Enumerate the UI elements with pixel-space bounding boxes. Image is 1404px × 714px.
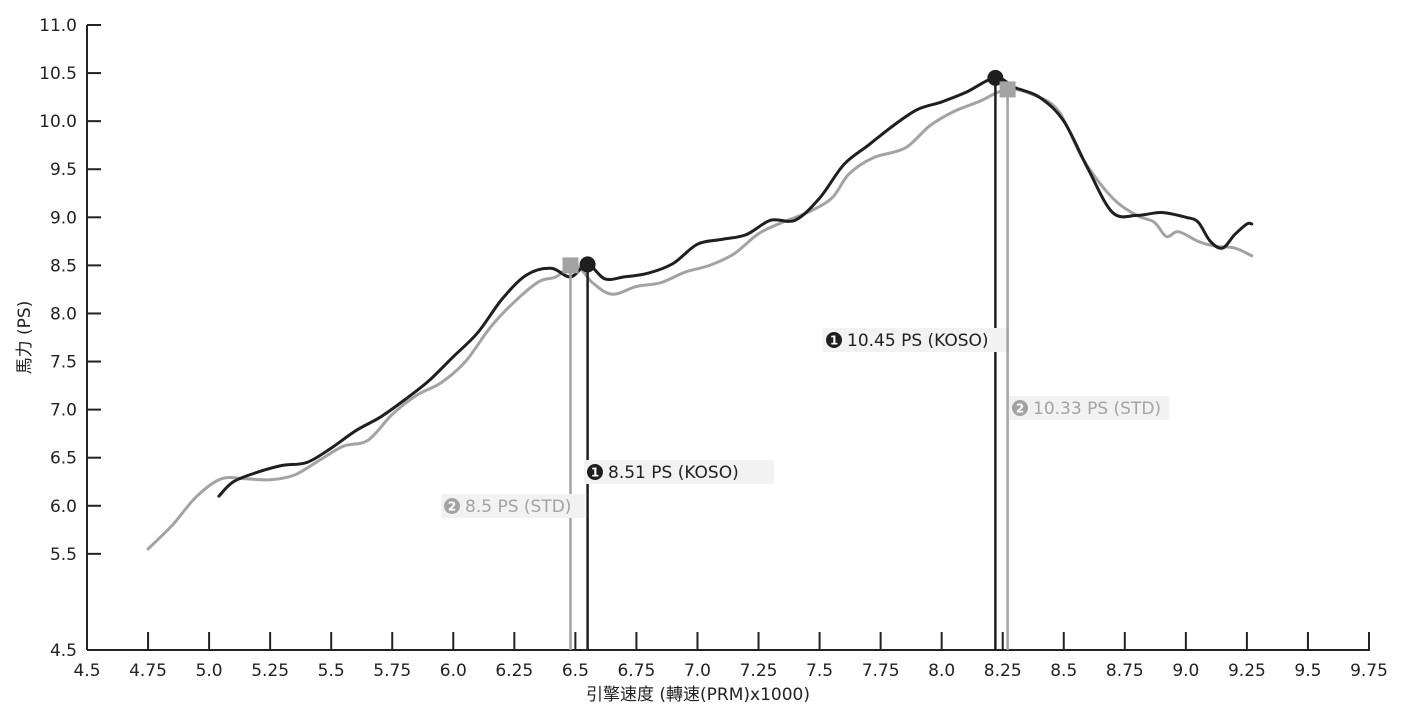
- x-tick-label: 9.0: [1172, 661, 1199, 681]
- y-tick-label: 7.5: [50, 353, 77, 373]
- annotation-badge: [826, 332, 842, 348]
- x-tick-label: 6.5: [562, 661, 589, 681]
- annotation-label: 10.45 PS (KOSO): [847, 331, 989, 351]
- y-tick-label: 6.5: [50, 449, 77, 469]
- x-tick-label: 5.25: [251, 661, 289, 681]
- x-tick-label: 8.25: [984, 661, 1022, 681]
- annotation-label: 8.51 PS (KOSO): [608, 463, 739, 483]
- x-tick-label: 7.75: [862, 661, 900, 681]
- x-tick-label: 8.0: [928, 661, 955, 681]
- x-tick-label: 4.5: [73, 661, 100, 681]
- annotation-label-bg: [584, 460, 774, 484]
- y-tick-label: 8.5: [50, 256, 77, 276]
- y-axis-title: 馬力 (PS): [15, 301, 35, 375]
- y-tick-label: 5.5: [50, 545, 77, 565]
- peak-annotations: 1 8.51 PS (KOSO) 2 8.5 PS (STD) 1 10.45 PS (K…: [441, 69, 1169, 650]
- annotation-badge-number: 2: [448, 500, 456, 514]
- x-tick-label: 9.25: [1228, 661, 1266, 681]
- annotation-badge-number: 2: [1016, 402, 1024, 416]
- x-tick-label: 8.5: [1050, 661, 1077, 681]
- x-tick-label: 7.25: [740, 661, 778, 681]
- x-axis-title: 引擎速度 (轉速(PRM)x1000): [586, 685, 810, 705]
- annotation-label-bg: [823, 328, 1009, 352]
- x-tick-label: 9.5: [1294, 661, 1321, 681]
- peak-marker-square: [562, 257, 579, 274]
- annotation-label-bg: [441, 494, 585, 518]
- y-tick-label: 6.0: [50, 497, 77, 517]
- series-line-gray: [146, 87, 1254, 551]
- y-tick-label: 7.0: [50, 401, 77, 421]
- peak-marker-circle: [579, 256, 596, 273]
- annotation-label: 8.5 PS (STD): [465, 497, 571, 517]
- annotation-badge: [587, 464, 603, 480]
- annotation-badge-number: 1: [830, 334, 838, 348]
- x-tick-label: 7.5: [806, 661, 833, 681]
- annotation-label: 10.33 PS (STD): [1033, 399, 1161, 419]
- x-tick-label: 9.75: [1350, 661, 1388, 681]
- x-tick-label: 6.25: [495, 661, 533, 681]
- annotation-badge-number: 1: [591, 466, 599, 480]
- peak-marker-square: [999, 81, 1016, 98]
- y-tick-label: 9.0: [50, 208, 77, 228]
- series-lines: [146, 76, 1254, 551]
- series-line-dark: [217, 76, 1254, 498]
- x-axis: 4.5 4.75 5.0 5.25 5.5 5.75 6.0 6.25 6.5 6.75 7.0 7.…: [73, 632, 1388, 681]
- y-tick-label: 11.0: [39, 16, 77, 36]
- x-tick-label: 5.0: [196, 661, 223, 681]
- x-tick-label: 4.75: [129, 661, 167, 681]
- x-tick-label: 6.75: [617, 661, 655, 681]
- annotation-badge: [444, 498, 460, 514]
- x-tick-label: 5.5: [318, 661, 345, 681]
- x-tick-label: 5.75: [373, 661, 411, 681]
- annotation-badge: [1012, 400, 1028, 416]
- x-tick-label: 7.0: [684, 661, 711, 681]
- y-tick-label: 10.5: [39, 64, 77, 84]
- y-tick-label: 4.5: [50, 641, 77, 661]
- x-tick-label: 6.0: [440, 661, 467, 681]
- y-tick-label: 10.0: [39, 112, 77, 132]
- y-tick-label: 8.0: [50, 304, 77, 324]
- annotation-label-bg: [1009, 396, 1169, 420]
- y-tick-label: 9.5: [50, 160, 77, 180]
- peak-marker-circle: [987, 69, 1004, 86]
- x-tick-label: 8.75: [1106, 661, 1144, 681]
- y-axis: 4.5 5.5 6.0 6.5 7.0 7.5 8.0 8.5 9.0 9.5 10.0 10.5 11…: [39, 16, 101, 661]
